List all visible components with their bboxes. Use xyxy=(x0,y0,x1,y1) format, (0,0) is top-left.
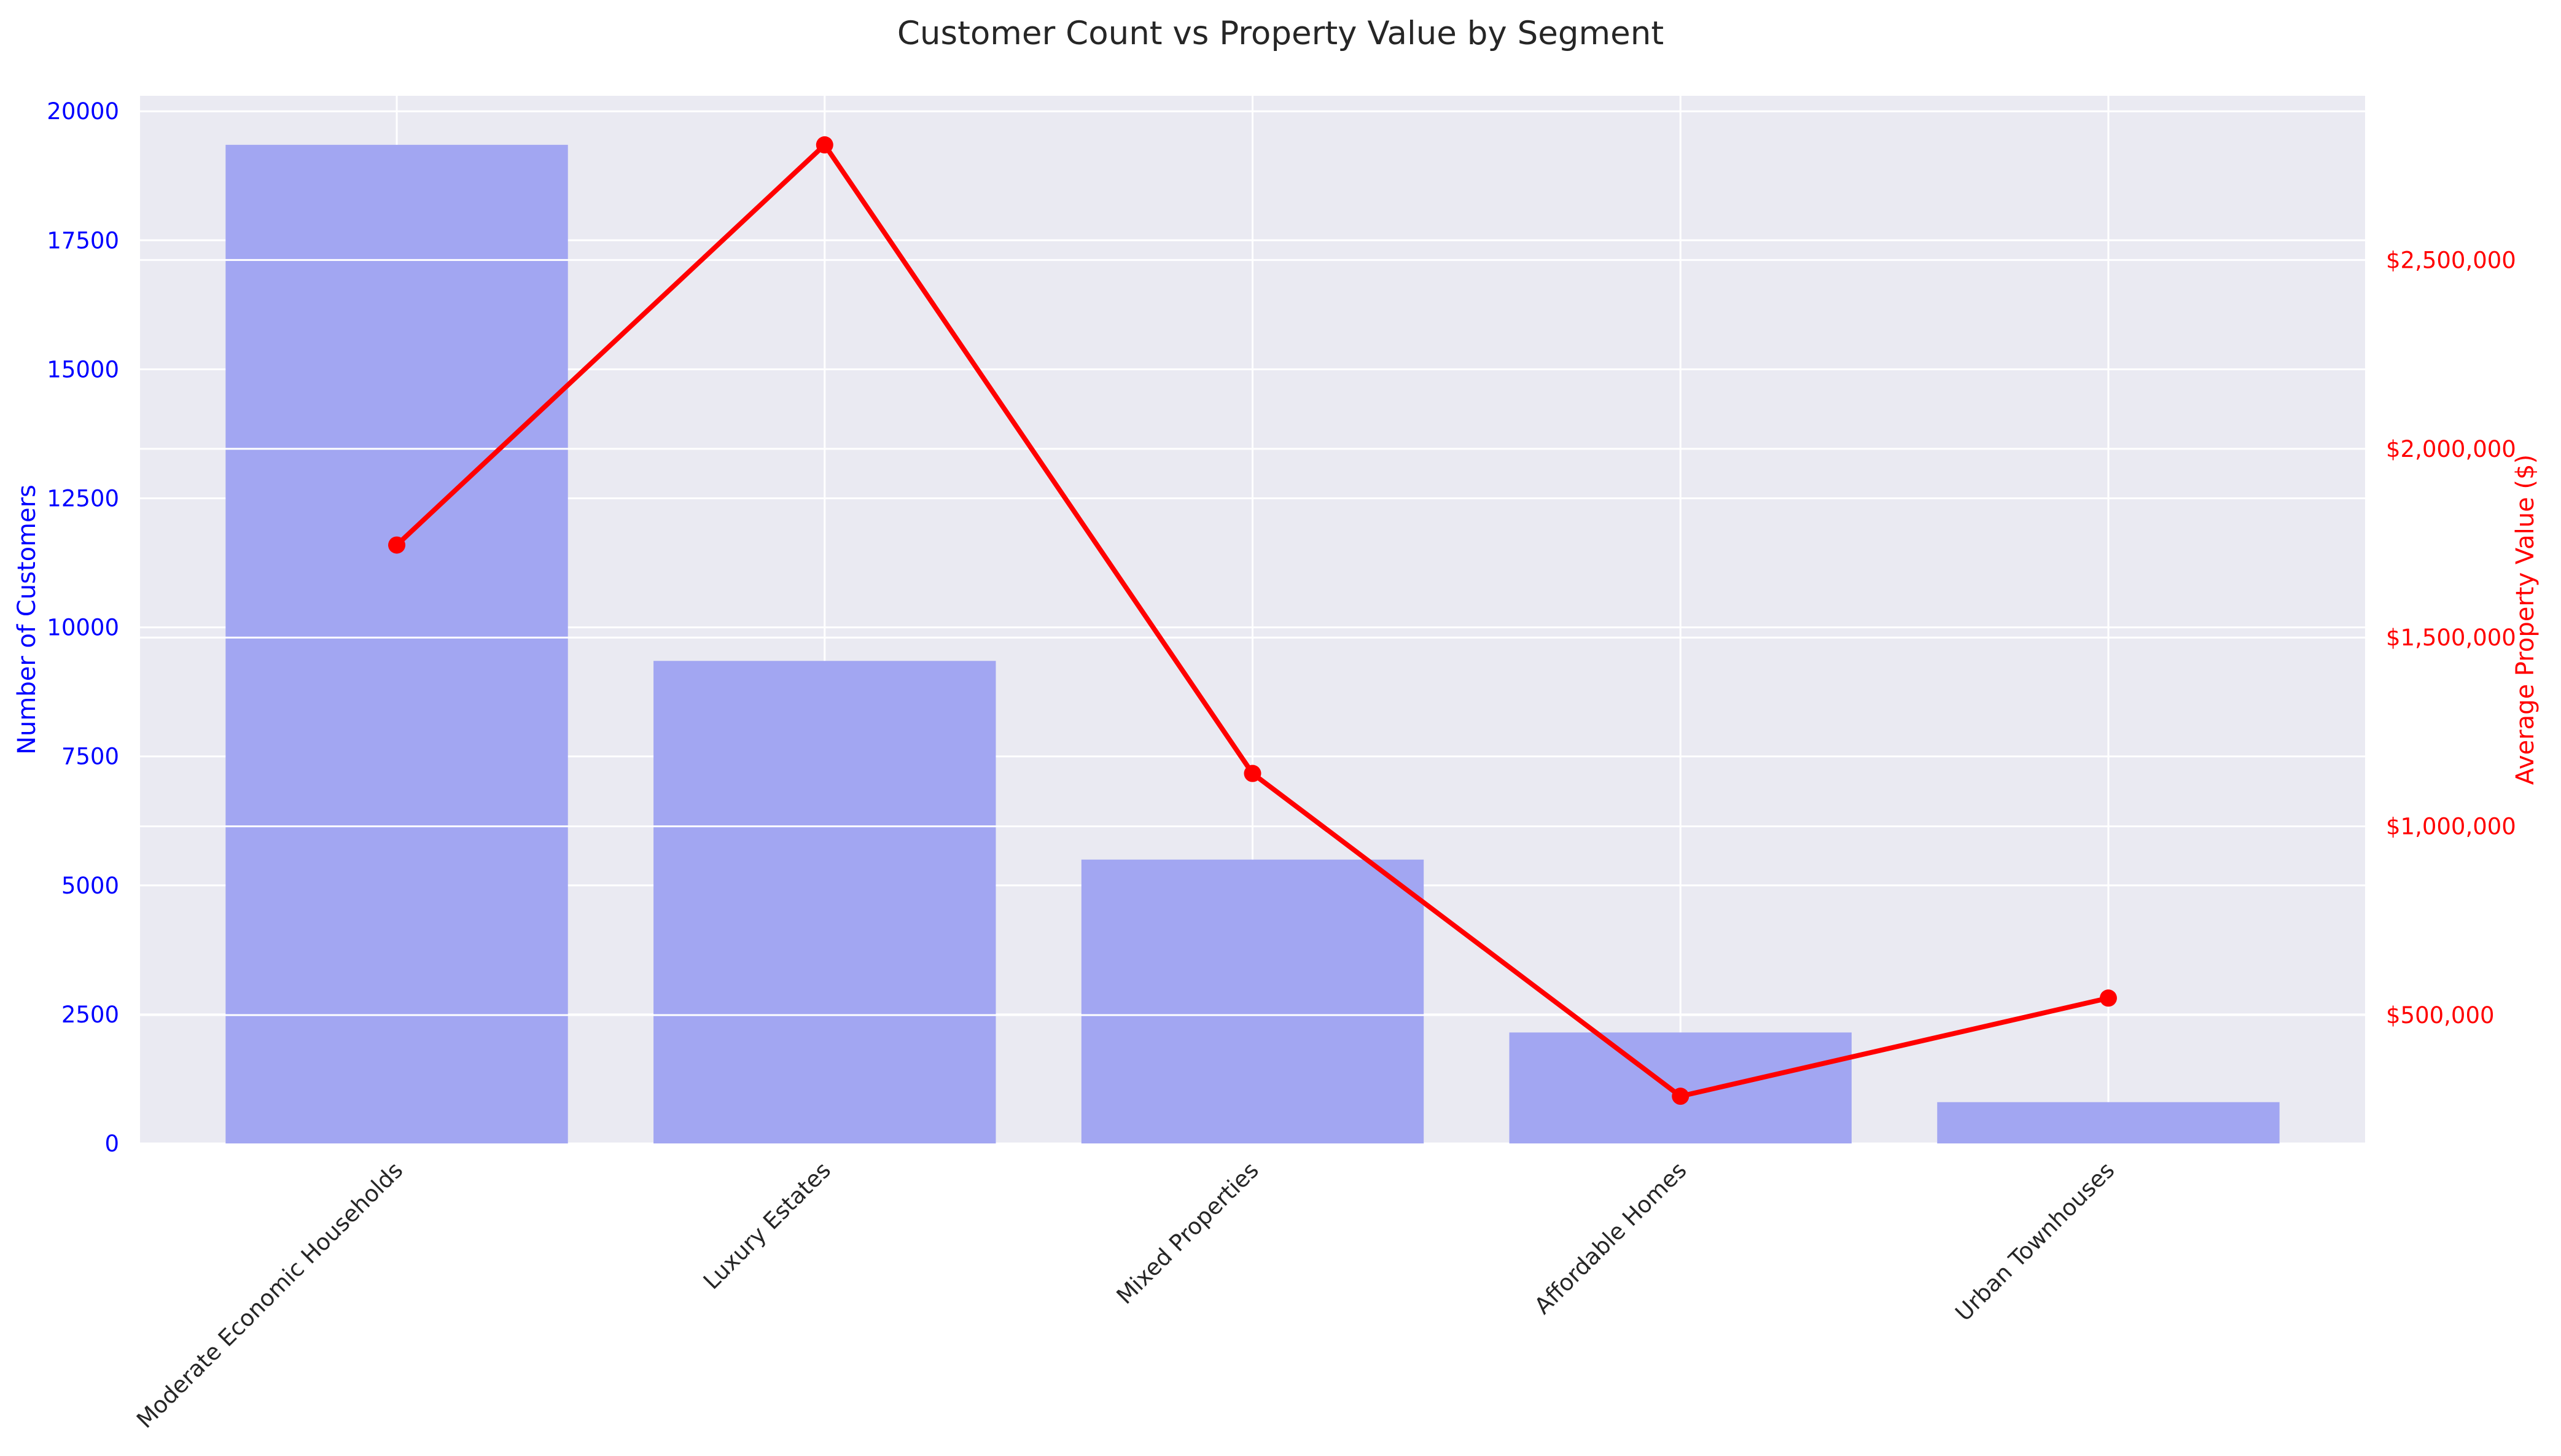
bar-series xyxy=(225,144,2280,1144)
left-tick-label: 7500 xyxy=(61,744,119,770)
left-tick-label: 15000 xyxy=(47,356,119,383)
right-axis-label: Average Property Value ($) xyxy=(2511,454,2540,785)
bar xyxy=(653,661,996,1143)
left-axis-ticks: 0 2500 5000 7500 10000 12500 15000 17500 20000 xyxy=(47,98,119,1157)
right-tick-label: $500,000 xyxy=(2386,1002,2495,1029)
left-tick-label: 12500 xyxy=(47,486,119,512)
chart-title: Customer Count vs Property Value by Segm… xyxy=(897,15,1664,52)
x-tick-label: Moderate Economic Households xyxy=(131,1157,408,1433)
left-axis-label: Number of Customers xyxy=(13,485,41,755)
line-point xyxy=(1244,765,1261,782)
line-series xyxy=(388,136,2117,1105)
left-tick-label: 0 xyxy=(104,1131,119,1157)
right-axis-ticks: $500,000 $1,000,000 $1,500,000 $2,000,000 $2… xyxy=(2386,247,2516,1029)
left-tick-label: 20000 xyxy=(47,98,119,125)
x-tick-label: Luxury Estates xyxy=(698,1157,836,1294)
left-tick-label: 17500 xyxy=(47,227,119,254)
line-point xyxy=(1672,1088,1690,1105)
x-axis-ticks: Moderate Economic Households Luxury Estat… xyxy=(131,1157,2119,1433)
left-tick-label: 5000 xyxy=(61,873,119,899)
line-point xyxy=(816,136,833,154)
line-point xyxy=(2099,989,2117,1007)
x-tick-label: Urban Townhouses xyxy=(1950,1157,2119,1326)
right-tick-label: $1,000,000 xyxy=(2386,814,2516,840)
bar xyxy=(1081,859,1424,1143)
x-tick-label: Mixed Properties xyxy=(1112,1157,1264,1309)
left-tick-label: 2500 xyxy=(61,1002,119,1028)
right-tick-label: $1,500,000 xyxy=(2386,625,2516,651)
right-tick-label: $2,500,000 xyxy=(2386,247,2516,273)
right-tick-label: $2,000,000 xyxy=(2386,436,2516,462)
bar xyxy=(225,144,568,1144)
line-point xyxy=(388,536,406,554)
right-axis-grid-lines xyxy=(140,259,2365,1016)
left-tick-label: 10000 xyxy=(47,615,119,641)
bar xyxy=(1937,1102,2280,1143)
x-tick-label: Affordable Homes xyxy=(1529,1157,1691,1319)
